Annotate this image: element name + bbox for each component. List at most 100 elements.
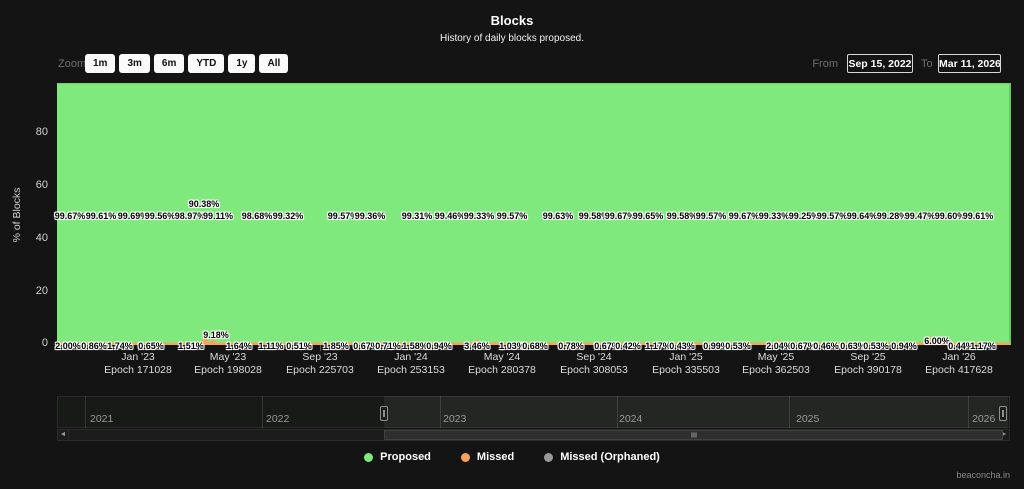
x-tick-month: May '25: [757, 351, 795, 363]
missed-data-label: 0.44%: [948, 341, 974, 351]
chart-title: Blocks: [490, 13, 534, 28]
to-label: To: [921, 58, 933, 70]
missed-data-label: 9.18%: [203, 330, 229, 340]
missed-data-label: 2.00%: [55, 341, 81, 351]
missed-data-label: 0.99%: [703, 341, 729, 351]
navigator-year-label: 2023: [443, 413, 467, 425]
x-tick-mark: [686, 345, 687, 351]
missed-data-label: 1.58%: [402, 341, 428, 351]
navigator-year-label: 2024: [619, 413, 643, 425]
x-tick-month: Jan '26: [942, 351, 976, 363]
missed-data-label: 1.51%: [178, 341, 204, 351]
scrollbar-thumb[interactable]: [384, 430, 1003, 440]
navigator-year-gridline: [262, 396, 263, 428]
navigator-selected-range[interactable]: [384, 396, 1008, 428]
x-tick-epoch: Epoch 335503: [652, 364, 720, 376]
y-tick-label: 60: [35, 179, 48, 191]
x-tick-mark: [776, 345, 777, 351]
zoom-label: Zoom: [58, 58, 87, 70]
proposed-data-label: 99.57%: [816, 211, 848, 221]
legend-item-missed-orphaned[interactable]: Missed (Orphaned): [544, 451, 660, 463]
x-tick-month: Jan '25: [669, 351, 703, 363]
navigator-right-handle[interactable]: [999, 406, 1007, 421]
proposed-data-label: 99.33%: [758, 211, 790, 221]
x-tick-month: May '24: [483, 351, 521, 363]
missed-data-label: 0.53%: [863, 341, 889, 351]
legend: Proposed Missed Missed (Orphaned): [0, 451, 1024, 463]
zoom-button-1m[interactable]: 1m: [85, 54, 116, 73]
proposed-data-label: 99.67%: [728, 211, 760, 221]
x-tick-label: Sep '23 Epoch 225703: [286, 351, 354, 377]
x-tick-month: Jan '23: [121, 351, 155, 363]
x-tick-epoch: Epoch 198028: [194, 364, 262, 376]
x-tick-label: May '25 Epoch 362503: [742, 351, 810, 377]
navigator-year-label: 2022: [266, 413, 290, 425]
navigator-left-handle[interactable]: [380, 406, 388, 421]
scrollbar-left-arrow-icon[interactable]: ◄: [57, 429, 69, 441]
missed-data-label: 1.85%: [323, 341, 349, 351]
from-label: From: [812, 58, 838, 70]
proposed-data-label: 99.69%: [117, 211, 149, 221]
proposed-data-label: 99.65%: [632, 211, 664, 221]
missed-data-label: 1.11%: [258, 341, 284, 351]
missed-data-label: 0.78%: [558, 341, 584, 351]
proposed-area-series: [57, 83, 1011, 345]
from-date-input[interactable]: [847, 54, 913, 73]
zoom-button-3m[interactable]: 3m: [119, 54, 150, 73]
proposed-data-label: 99.60%: [934, 211, 966, 221]
missed-data-label: 0.46%: [813, 341, 839, 351]
missed-data-label: 1.64%: [226, 341, 252, 351]
legend-item-proposed[interactable]: Proposed: [364, 451, 431, 463]
scrollbar-grip-icon: [693, 432, 694, 438]
missed-data-label: 0.53%: [725, 341, 751, 351]
x-tick-label: Jan '23 Epoch 171028: [104, 351, 172, 377]
navigator-year-gridline: [85, 396, 86, 428]
navigator[interactable]: [57, 396, 1010, 428]
x-tick-month: Jan '24: [394, 351, 428, 363]
y-tick-label: 40: [35, 232, 48, 244]
missed-dot-icon: [460, 452, 470, 462]
missed-data-label: 0.51%: [286, 341, 312, 351]
x-tick-epoch: Epoch 362503: [742, 364, 810, 376]
missed-data-label: 0.42%: [615, 341, 641, 351]
missed-data-label: 0.71%: [375, 341, 401, 351]
to-date-input[interactable]: [938, 54, 1001, 73]
proposed-data-label: 99.46%: [434, 211, 466, 221]
missed-orphaned-dot-icon: [544, 452, 554, 462]
proposed-data-label: 90.38%: [188, 199, 220, 209]
missed-data-label: 0.68%: [522, 341, 548, 351]
x-tick-month: Sep '25: [850, 351, 886, 363]
missed-data-label: 1.03%: [499, 341, 525, 351]
legend-label: Proposed: [380, 451, 431, 463]
missed-data-label: 1.74%: [107, 341, 133, 351]
x-tick-month: Sep '24: [576, 351, 612, 363]
x-tick-epoch: Epoch 253153: [377, 364, 445, 376]
navigator-year-gridline: [789, 396, 790, 428]
zoom-button-6m[interactable]: 6m: [153, 54, 185, 73]
x-tick-mark: [411, 345, 412, 351]
chart-subtitle: History of daily blocks proposed.: [440, 33, 584, 44]
x-tick-mark: [138, 345, 139, 351]
missed-data-label: 0.86%: [81, 341, 107, 351]
zoom-button-ytd[interactable]: YTD: [188, 54, 225, 73]
zoom-button-1y[interactable]: 1y: [228, 54, 256, 73]
y-tick-label: 20: [35, 285, 48, 297]
x-tick-epoch: Epoch 280378: [468, 364, 536, 376]
legend-label: Missed: [476, 451, 515, 463]
missed-data-label: 0.43%: [669, 341, 695, 351]
proposed-data-label: 99.61%: [85, 211, 117, 221]
x-tick-mark: [868, 345, 869, 351]
proposed-data-label: 99.32%: [272, 211, 304, 221]
x-tick-label: May '23 Epoch 198028: [194, 351, 262, 377]
x-tick-mark: [320, 345, 321, 351]
proposed-data-label: 98.68%: [241, 211, 273, 221]
zoom-button-all[interactable]: All: [259, 54, 289, 73]
proposed-data-label: 98.97%: [174, 211, 206, 221]
navigator-year-gridline: [968, 396, 969, 428]
missed-data-label: 3.46%: [464, 341, 490, 351]
plot-area[interactable]: [57, 81, 1011, 345]
navigator-year-label: 2026: [972, 413, 996, 425]
proposed-data-label: 99.58%: [666, 211, 698, 221]
legend-item-missed[interactable]: Missed: [460, 451, 515, 463]
x-tick-label: Jan '24 Epoch 253153: [377, 351, 445, 377]
